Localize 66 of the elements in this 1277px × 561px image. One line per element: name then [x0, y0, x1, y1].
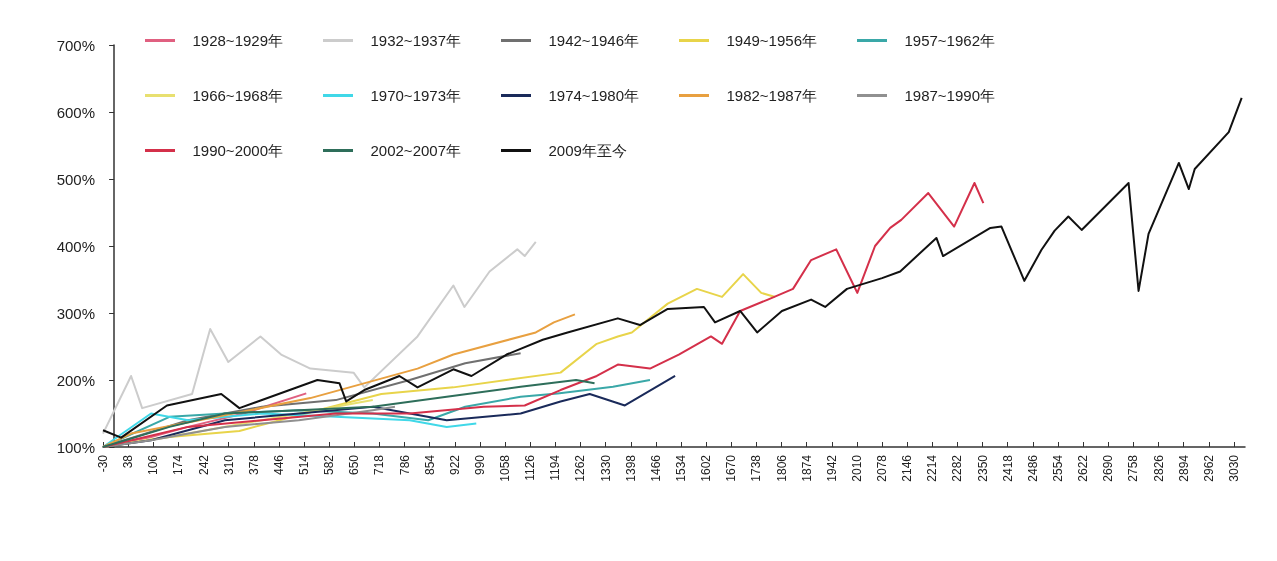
x-tick-label: 2962 [1201, 454, 1216, 482]
legend-label: 1942~1946年 [548, 32, 639, 49]
legend-label: 1966~1968年 [192, 87, 283, 104]
legend-label: 1932~1937年 [370, 32, 461, 49]
x-tick-label: 174 [171, 454, 186, 476]
x-tick-label: 2894 [1176, 454, 1191, 482]
legend-label: 1982~1987年 [726, 87, 817, 104]
legend-label: 1928~1929年 [192, 32, 283, 49]
x-tick-label: 2554 [1050, 454, 1065, 482]
y-tick-label: 700% [56, 36, 95, 54]
y-tick-label: 500% [56, 170, 95, 188]
x-tick-label: 514 [297, 454, 312, 476]
x-tick-label: 2418 [1000, 454, 1015, 482]
x-tick-label: 1942 [824, 454, 839, 482]
x-tick-label: 2078 [875, 454, 890, 482]
x-tick-label: 1806 [774, 454, 789, 482]
legend-label: 1957~1962年 [904, 32, 995, 49]
legend-label: 1970~1973年 [370, 87, 461, 104]
x-tick-label: 990 [472, 454, 487, 476]
x-tick-label: 2758 [1126, 454, 1141, 482]
legend-label: 1949~1956年 [726, 32, 817, 49]
x-tick-label: 1398 [623, 454, 638, 482]
x-tick-label: 718 [372, 454, 387, 476]
x-tick-label: 1738 [749, 454, 764, 482]
legend-label: 2009年至今 [548, 142, 627, 159]
x-tick-label: 3030 [1226, 454, 1241, 482]
x-tick-label: 2146 [900, 454, 915, 482]
x-tick-label: 446 [271, 454, 286, 476]
legend-label: 1987~1990年 [904, 87, 995, 104]
x-tick-label: 1058 [498, 454, 513, 482]
x-tick-label: 378 [246, 454, 261, 476]
x-tick-label: 650 [347, 454, 362, 476]
x-tick-label: 310 [221, 454, 236, 476]
y-tick-label: 200% [56, 371, 95, 389]
x-tick-label: 1602 [699, 454, 714, 482]
x-tick-label: 2486 [1025, 454, 1040, 482]
x-tick-label: 582 [322, 454, 337, 476]
x-tick-label: -30 [96, 454, 110, 473]
legend-label: 1974~1980年 [548, 87, 639, 104]
x-tick-label: 2622 [1076, 454, 1091, 482]
legend-label: 2002~2007年 [370, 142, 461, 159]
x-tick-label: 2010 [849, 454, 864, 482]
legend-label: 1990~2000年 [192, 142, 283, 159]
y-tick-label: 300% [56, 304, 95, 322]
x-tick-label: 1194 [548, 454, 563, 481]
x-tick-label: 2214 [925, 454, 940, 482]
x-tick-label: 242 [196, 454, 211, 476]
x-tick-label: 1126 [523, 454, 538, 481]
y-tick-label: 100% [56, 438, 95, 456]
y-tick-label: 600% [56, 103, 95, 121]
x-tick-label: 38 [121, 454, 136, 469]
x-tick-label: 786 [397, 454, 412, 476]
x-tick-label: 106 [146, 454, 161, 476]
x-tick-label: 1874 [799, 454, 814, 482]
x-tick-label: 1466 [648, 454, 663, 482]
x-tick-label: 854 [422, 454, 437, 476]
x-tick-label: 1670 [724, 454, 739, 482]
x-tick-label: 2282 [950, 454, 965, 482]
x-tick-label: 2350 [975, 454, 990, 482]
x-tick-label: 1262 [573, 454, 588, 482]
x-tick-label: 2826 [1151, 454, 1166, 482]
x-tick-label: 2690 [1101, 454, 1116, 482]
x-tick-label: 922 [447, 454, 462, 476]
x-tick-label: 1534 [674, 454, 689, 482]
y-tick-label: 400% [56, 237, 95, 255]
x-tick-label: 1330 [598, 454, 613, 482]
